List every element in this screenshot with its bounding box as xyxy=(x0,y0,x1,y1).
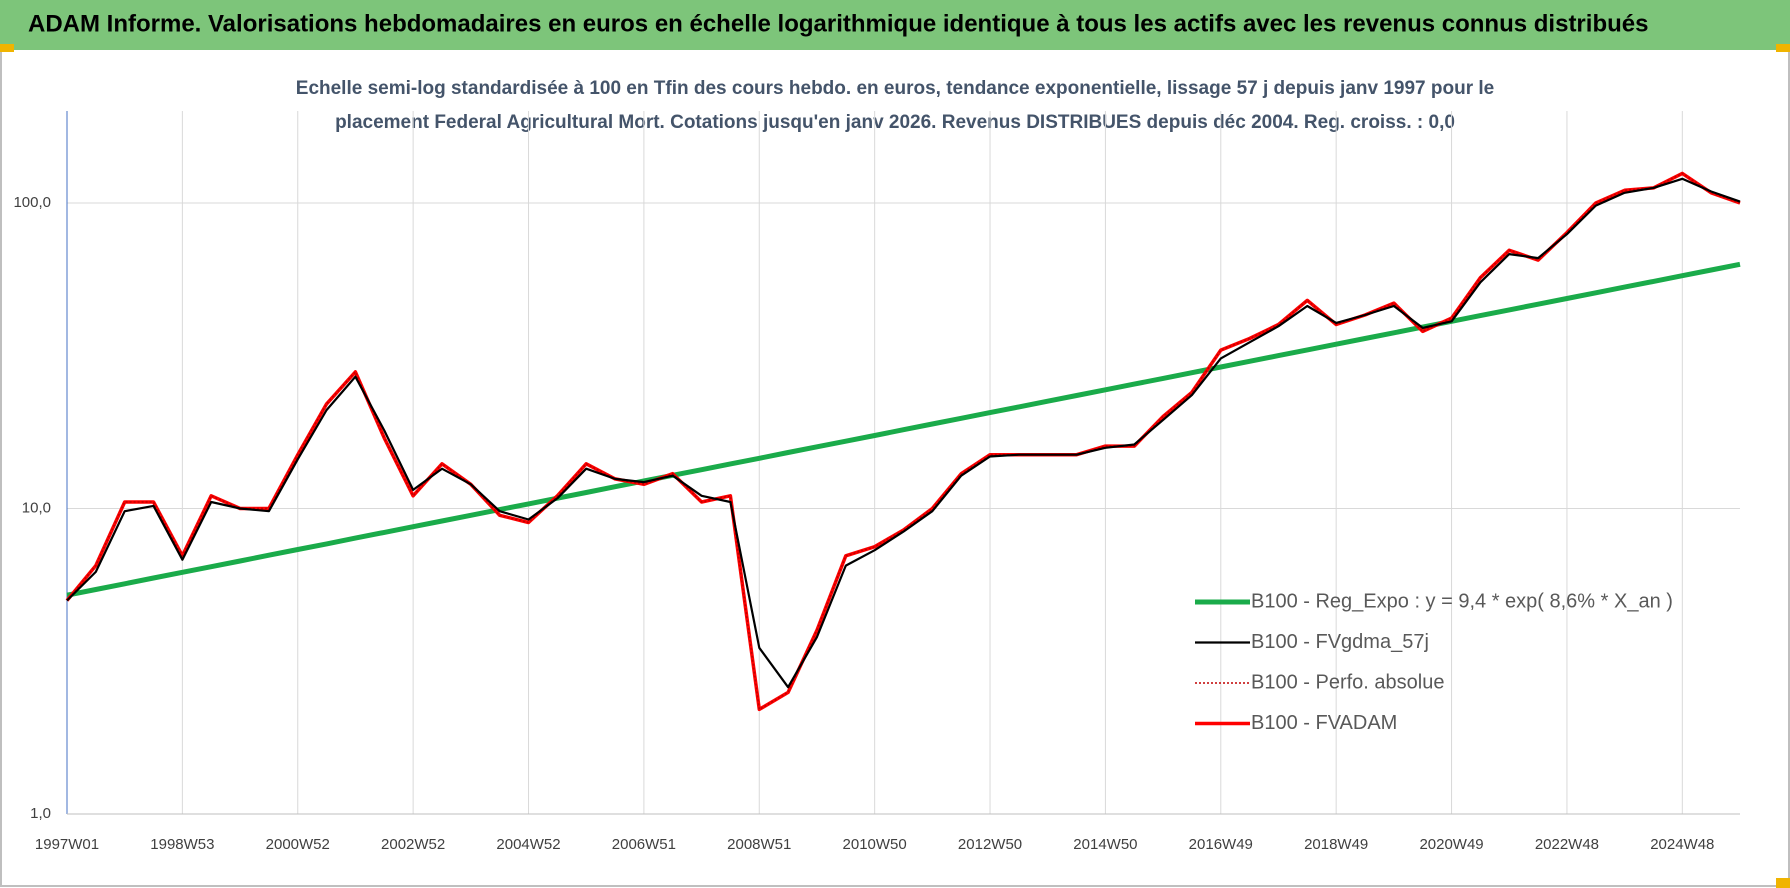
x-tick-label: 2020W49 xyxy=(1419,836,1483,853)
page-title: ADAM Informe. Valorisations hebdomadaire… xyxy=(28,10,1648,37)
x-tick-label: 1997W01 xyxy=(35,836,99,853)
x-tick-label: 2008W51 xyxy=(727,836,791,853)
y-tick-label: 1,0 xyxy=(30,805,51,822)
corner-mark xyxy=(1776,44,1790,52)
y-tick-label: 10,0 xyxy=(22,499,51,516)
series-line xyxy=(66,172,1741,711)
x-tick-label: 2014W50 xyxy=(1073,836,1137,853)
series-line xyxy=(66,261,1741,598)
x-tick-label: 2004W52 xyxy=(496,836,560,853)
x-tick-label: 2006W51 xyxy=(612,836,676,853)
chart-subtitle: Echelle semi-log standardisée à 100 en T… xyxy=(296,78,1494,99)
x-tick-label: 2024W48 xyxy=(1650,836,1714,853)
y-tick-label: 100,0 xyxy=(13,194,51,211)
x-tick-label: 1998W53 xyxy=(150,836,214,853)
series-line xyxy=(66,177,1741,689)
x-tick-label: 2022W48 xyxy=(1535,836,1599,853)
x-tick-label: 2010W50 xyxy=(843,836,907,853)
chart-subtitle: placement Federal Agricultural Mort. Cot… xyxy=(335,112,1455,133)
legend-label: B100 - Perfo. absolue xyxy=(1251,671,1444,693)
x-tick-label: 2000W52 xyxy=(266,836,330,853)
x-tick-label: 2016W49 xyxy=(1189,836,1253,853)
x-tick-label: 2012W50 xyxy=(958,836,1022,853)
x-tick-label: 2002W52 xyxy=(381,836,445,853)
legend-label: B100 - Reg_Expo : y = 9,4 * exp( 8,6% * … xyxy=(1251,590,1673,612)
legend-label: B100 - FVADAM xyxy=(1251,712,1397,734)
corner-mark xyxy=(0,44,14,52)
header-bar xyxy=(0,0,1790,50)
legend-label: B100 - FVgdma_57j xyxy=(1251,631,1429,653)
x-tick-label: 2018W49 xyxy=(1304,836,1368,853)
corner-mark xyxy=(1776,878,1790,888)
